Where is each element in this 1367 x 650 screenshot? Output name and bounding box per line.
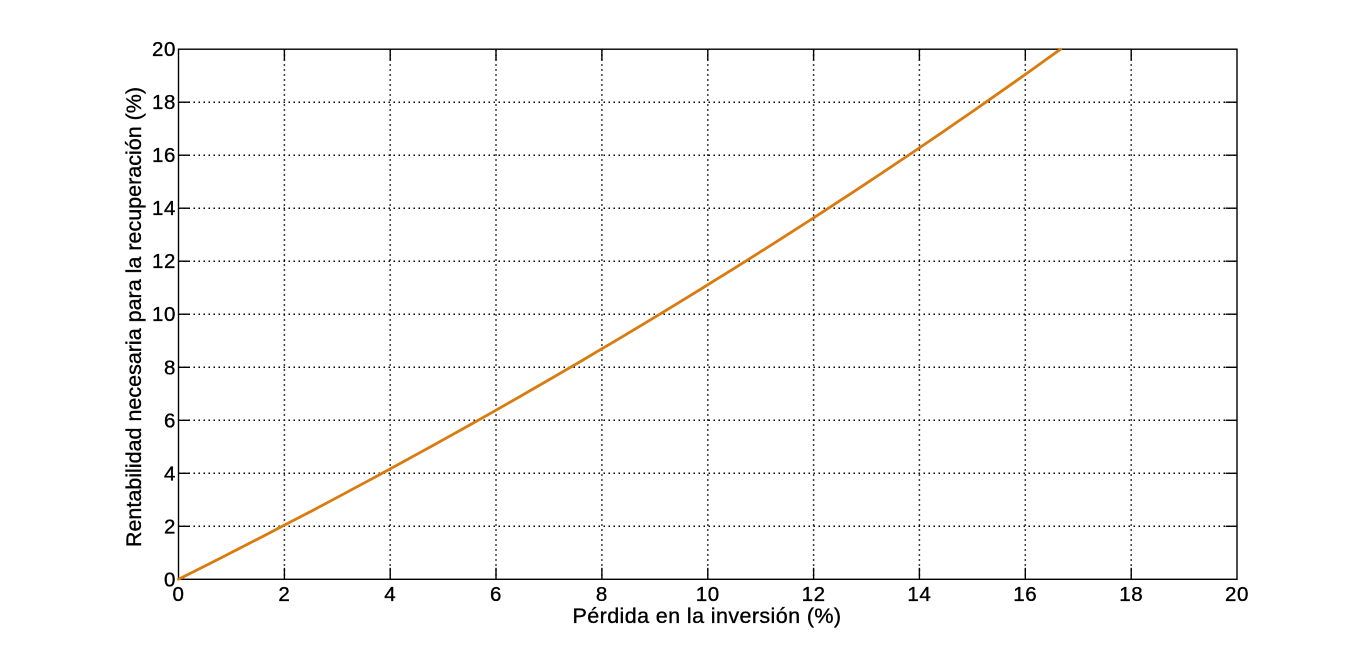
svg-text:8: 8	[164, 356, 176, 379]
svg-text:12: 12	[802, 583, 826, 606]
svg-text:14: 14	[152, 197, 176, 220]
svg-text:16: 16	[152, 144, 176, 167]
svg-text:Rentabilidad necesaria para la: Rentabilidad necesaria para la recuperac…	[122, 87, 146, 547]
svg-text:16: 16	[1013, 583, 1037, 606]
svg-text:4: 4	[164, 462, 176, 485]
svg-text:Pérdida en la inversión (%): Pérdida en la inversión (%)	[573, 604, 842, 628]
svg-text:0: 0	[164, 568, 176, 591]
svg-text:10: 10	[696, 583, 720, 606]
svg-text:6: 6	[164, 409, 176, 432]
svg-text:6: 6	[490, 583, 502, 606]
svg-text:20: 20	[152, 38, 176, 61]
svg-text:12: 12	[152, 250, 176, 273]
svg-text:10: 10	[152, 303, 176, 326]
svg-text:2: 2	[278, 583, 290, 606]
svg-text:4: 4	[384, 583, 396, 606]
svg-text:2: 2	[164, 515, 176, 538]
svg-text:8: 8	[596, 583, 608, 606]
svg-text:20: 20	[1225, 583, 1249, 606]
svg-text:18: 18	[1119, 583, 1143, 606]
svg-text:14: 14	[907, 583, 931, 606]
svg-text:0: 0	[172, 583, 184, 606]
svg-text:18: 18	[152, 91, 176, 114]
